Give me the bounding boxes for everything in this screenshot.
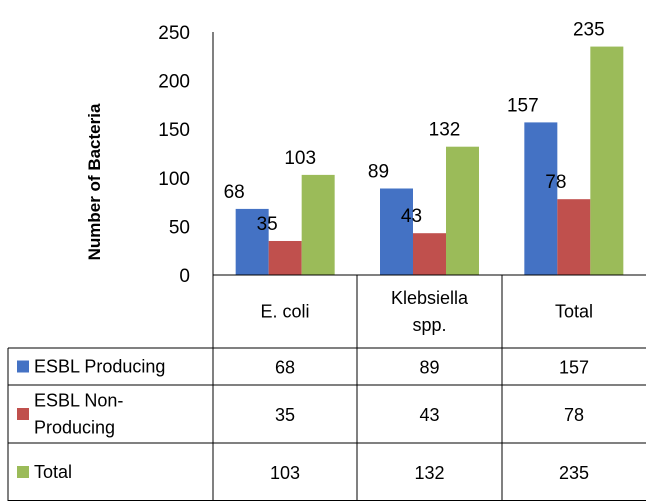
legend-label-esbl-non-producing: ESBL Non-Producing	[34, 391, 123, 438]
data-labels: 68 89 157 35 43 78 103 132 235	[224, 20, 605, 235]
table-cell-esbl-producing-klebsiella-spp: 89	[419, 358, 439, 378]
bar-esbl-producing-e-coli	[235, 208, 269, 275]
data-label-esbl-non-producing-e-coli: 35	[257, 214, 278, 235]
table-cell-esbl-non-producing-klebsiella-spp: 43	[419, 405, 439, 425]
data-label-esbl-non-producing-klebsiella-spp: 43	[401, 206, 422, 227]
table-cell-esbl-producing-total: 157	[559, 358, 589, 378]
legend-key-esbl-producing	[17, 360, 29, 373]
y-tick-label-100: 100	[158, 169, 190, 190]
table-cell-total-total: 235	[559, 463, 589, 483]
bar-esbl-non-producing-e-coli	[268, 240, 302, 275]
table-cell-total-klebsiella-spp: 132	[414, 463, 444, 483]
bar-esbl-producing-klebsiella-spp	[380, 188, 413, 275]
y-tick-label-50: 50	[169, 217, 190, 238]
table-cell-esbl-non-producing-total: 78	[564, 405, 584, 425]
data-table: E. coli Klebsiella spp. Total ESBL Producing…	[7, 274, 646, 501]
y-axis-title: Number of Bacteria	[85, 103, 104, 260]
table-cell-total-e-coli: 103	[270, 463, 300, 483]
data-label-total-e-coli: 103	[284, 148, 316, 169]
bar-total-klebsiella-spp	[446, 146, 479, 275]
bar-total-total	[590, 46, 624, 275]
legend-key-total	[17, 466, 29, 478]
category-label-total: Total	[555, 302, 593, 322]
bar-total-e-coli	[301, 174, 335, 275]
bar-esbl-producing-total	[524, 122, 558, 275]
data-label-total-klebsiella-spp: 132	[429, 120, 461, 141]
bars	[235, 46, 624, 275]
table-cell-esbl-non-producing-e-coli: 35	[275, 405, 295, 425]
data-label-esbl-producing-total: 157	[507, 95, 539, 116]
data-label-esbl-producing-e-coli: 68	[224, 182, 245, 203]
category-label-klebsiella-spp: Klebsiella spp.	[391, 288, 469, 335]
y-tick-label-250: 250	[158, 23, 190, 44]
data-label-total-total: 235	[573, 20, 605, 41]
y-tick-label-200: 200	[158, 72, 190, 93]
category-label-e-coli: E. coli	[260, 302, 309, 322]
legend-label-esbl-producing: ESBL Producing	[34, 357, 165, 377]
y-tick-label-150: 150	[158, 120, 190, 141]
bar-esbl-non-producing-total	[557, 199, 591, 275]
data-label-esbl-non-producing-total: 78	[545, 172, 566, 193]
table-cell-esbl-producing-e-coli: 68	[275, 358, 295, 378]
axes: 0 50 100 150 200 250	[158, 23, 214, 287]
legend-label-total: Total	[34, 462, 72, 482]
data-label-esbl-producing-klebsiella-spp: 89	[368, 161, 389, 182]
legend-key-esbl-non-producing	[17, 408, 29, 420]
bar-esbl-non-producing-klebsiella-spp	[413, 233, 446, 275]
y-tick-label-0: 0	[179, 266, 190, 287]
